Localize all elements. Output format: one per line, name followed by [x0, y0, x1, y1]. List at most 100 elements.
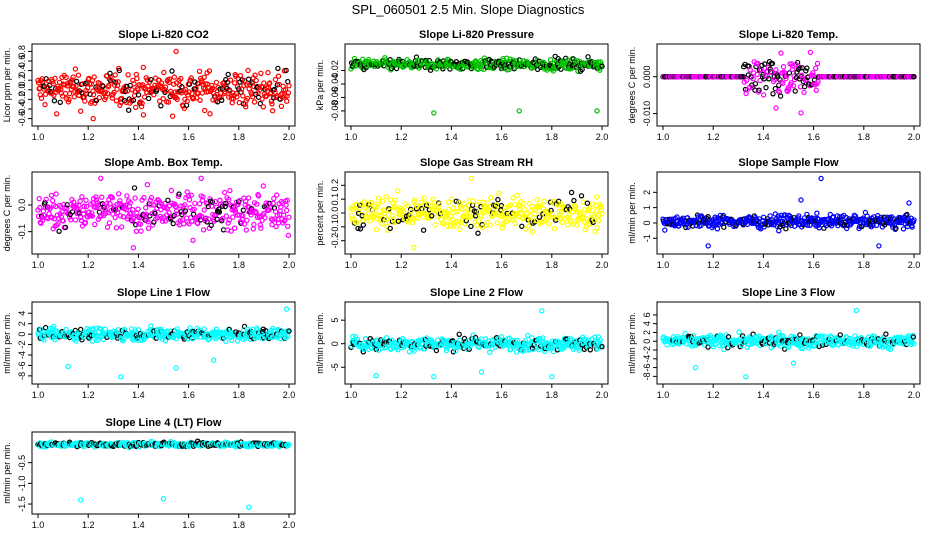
y-tick-label: -0.2: [330, 233, 340, 249]
data-point: [89, 210, 95, 216]
data-point-black: [837, 332, 844, 338]
data-point-black: [670, 221, 677, 228]
data-point: [134, 75, 140, 82]
data-point: [258, 225, 264, 231]
data-point: [117, 213, 124, 219]
data-point: [182, 86, 189, 93]
data-point: [242, 103, 249, 110]
data-point: [367, 217, 373, 224]
data-point: [65, 99, 72, 105]
y-tick-label: -4: [17, 351, 27, 359]
outlier-point: [173, 365, 179, 371]
data-point-black: [519, 223, 525, 229]
data-point-black: [395, 218, 402, 224]
data-point: [772, 76, 778, 83]
data-point-black: [498, 202, 505, 209]
data-point: [475, 218, 482, 224]
data-point: [375, 195, 382, 201]
data-point: [263, 93, 269, 100]
x-tick-label: 1.2: [82, 390, 95, 400]
data-point: [512, 220, 519, 227]
data-point: [249, 94, 256, 100]
data-point: [43, 196, 49, 203]
data-point: [77, 198, 83, 204]
data-point-black: [135, 92, 142, 98]
plot-frame: [31, 301, 296, 385]
x-tick-label: 1.6: [807, 260, 820, 270]
data-point: [465, 214, 471, 220]
data-point-black: [740, 73, 746, 80]
data-point-black: [122, 88, 128, 95]
data-point: [231, 225, 238, 231]
outlier-point: [853, 307, 860, 314]
y-tick-label: 5: [330, 318, 340, 323]
data-point: [422, 211, 428, 217]
data-point: [90, 326, 96, 332]
outlier-point: [743, 374, 749, 380]
data-point: [178, 75, 184, 82]
data-point: [778, 212, 784, 218]
panel-2: Slope Li-820 Pressure kPa per min. 1.0 1.2 1…: [315, 29, 609, 142]
data-point-black: [766, 76, 772, 82]
panel-title: Slope Line 3 Flow: [742, 287, 835, 299]
data-point: [138, 228, 144, 234]
data-point: [269, 107, 276, 114]
y-tick-label: 1: [642, 205, 652, 210]
data-point: [240, 213, 246, 219]
data-point-black: [547, 199, 554, 205]
data-point-black: [93, 97, 100, 104]
y-axis-label: degrees C per min.: [2, 175, 12, 252]
data-point: [257, 222, 263, 228]
data-point-black: [240, 207, 247, 213]
outlier-point: [818, 175, 824, 182]
data-point-black: [752, 81, 759, 87]
data-point: [599, 210, 605, 217]
panel-5: Slope Gas Stream RH percent per min. 1.0 1.…: [315, 157, 609, 270]
data-point: [827, 333, 834, 339]
data-point: [587, 205, 593, 211]
data-point: [746, 342, 752, 348]
y-tick-label: -0.1: [17, 224, 27, 240]
data-point: [529, 229, 536, 235]
data-point: [448, 196, 455, 202]
data-point: [555, 201, 561, 207]
data-point: [48, 192, 55, 199]
y-axis-label: degrees C per min.: [627, 47, 637, 124]
data-point-black: [209, 199, 216, 205]
y-tick-label: 6: [642, 312, 652, 317]
data-point: [160, 95, 166, 102]
data-point-black: [578, 193, 585, 199]
data-point: [592, 228, 598, 235]
outlier-point: [906, 200, 912, 206]
data-point: [780, 80, 786, 87]
data-point: [77, 214, 84, 221]
data-point: [584, 337, 591, 343]
data-point: [496, 190, 502, 197]
data-point: [274, 192, 280, 198]
data-point-black: [705, 344, 711, 350]
y-tick-label: 0.2: [17, 74, 27, 87]
data-point: [487, 349, 493, 355]
y-tick-label: 0: [17, 332, 27, 337]
x-tick-label: 1.0: [32, 132, 45, 142]
data-point: [80, 211, 87, 217]
data-point: [457, 226, 463, 233]
plot-frame: [656, 43, 921, 127]
data-point: [523, 226, 529, 232]
data-point: [93, 194, 99, 200]
data-point: [454, 208, 460, 215]
data-point: [533, 217, 540, 224]
data-point-black: [51, 97, 58, 104]
x-tick-label: 1.2: [395, 390, 408, 400]
data-point: [227, 77, 234, 83]
x-tick-label: 1.8: [546, 390, 559, 400]
data-point: [516, 205, 523, 212]
data-point: [664, 342, 670, 348]
data-point-black: [794, 69, 800, 75]
panel-title: Slope Sample Flow: [738, 157, 839, 169]
data-point: [911, 341, 917, 347]
data-point: [282, 87, 289, 93]
data-point: [582, 227, 589, 233]
data-point: [662, 227, 668, 233]
data-point: [251, 99, 258, 105]
